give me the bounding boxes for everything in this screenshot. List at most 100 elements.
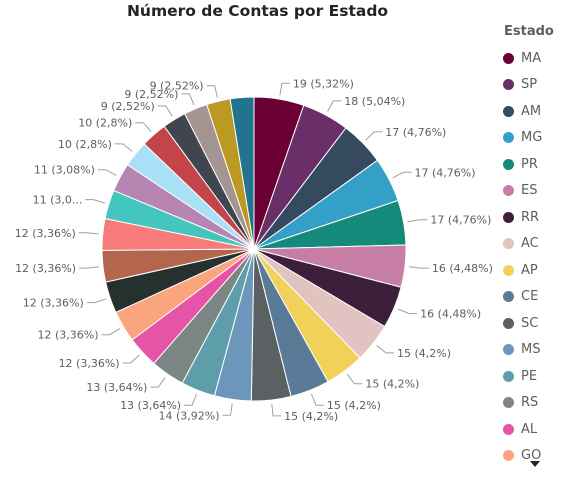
- leader-line: [408, 266, 429, 269]
- data-label: 17 (4,76%): [430, 214, 491, 227]
- leader-line: [86, 298, 107, 304]
- legend-marker: [503, 211, 514, 223]
- data-label: 16 (4,48%): [420, 308, 481, 321]
- leader-line: [157, 105, 173, 117]
- legend-item-am[interactable]: AM: [503, 98, 569, 125]
- leader-line: [279, 82, 290, 96]
- data-label: 12 (3,36%): [15, 227, 76, 240]
- legend-item-sp[interactable]: SP: [503, 72, 569, 99]
- data-label: 9 (2,52%): [150, 80, 204, 93]
- legend-items: MA SP AM MG PR ES RR AC AP CE SC MS PE RS AL GO: [503, 45, 569, 469]
- data-label: 17 (4,76%): [415, 166, 476, 179]
- leader-line: [184, 393, 197, 406]
- legend-label: CE: [521, 289, 539, 305]
- data-label: 13 (3,64%): [120, 399, 181, 412]
- legend-marker: [503, 105, 514, 117]
- data-label: 15 (4,2%): [327, 399, 381, 412]
- data-label: 9 (2,52%): [101, 100, 155, 113]
- leader-line: [114, 143, 133, 152]
- data-label: 10 (2,8%): [58, 138, 112, 151]
- data-label: 12 (3,36%): [59, 357, 120, 370]
- pie-slice-26[interactable]: [229, 96, 255, 250]
- legend-label: AP: [521, 262, 538, 278]
- leader-line: [311, 393, 324, 406]
- leader-line: [327, 100, 342, 112]
- legend-item-al[interactable]: AL: [503, 416, 569, 443]
- data-label: 15 (4,2%): [365, 378, 419, 391]
- data-label: 12 (3,36%): [37, 329, 98, 342]
- leader-line: [78, 232, 99, 235]
- legend-label: SP: [521, 77, 538, 93]
- legend-marker: [503, 344, 514, 356]
- legend-scroll-down-icon[interactable]: [530, 461, 540, 467]
- leader-line: [222, 403, 233, 416]
- legend-item-ap[interactable]: AP: [503, 257, 569, 284]
- legend-marker: [503, 132, 514, 144]
- data-label: 16 (4,48%): [432, 262, 493, 275]
- leader-line: [271, 403, 282, 417]
- leader-line: [101, 328, 121, 336]
- legend-marker: [503, 158, 514, 170]
- legend-label: SC: [521, 315, 539, 331]
- legend-item-ms[interactable]: MS: [503, 337, 569, 364]
- legend-item-pr[interactable]: PR: [503, 151, 569, 178]
- legend-item-mg[interactable]: MG: [503, 125, 569, 152]
- leader-line: [392, 171, 412, 179]
- data-label: 18 (5,04%): [344, 95, 405, 108]
- data-label: 12 (3,36%): [23, 297, 84, 310]
- legend-label: MA: [521, 50, 542, 66]
- legend-label: AM: [521, 103, 542, 119]
- legend-marker: [503, 238, 514, 250]
- legend-item-rs[interactable]: RS: [503, 390, 569, 417]
- legend: Estado MA SP AM MG PR ES RR AC AP CE SC MS PE RS AL GO: [503, 24, 569, 469]
- data-label: 13 (3,64%): [86, 381, 147, 394]
- legend-item-ac[interactable]: AC: [503, 231, 569, 258]
- legend-item-rr[interactable]: RR: [503, 204, 569, 231]
- leader-line: [135, 122, 152, 133]
- legend-label: MG: [521, 130, 543, 146]
- legend-label: GO: [521, 448, 542, 464]
- leader-line: [97, 169, 117, 176]
- data-label: 10 (2,8%): [78, 117, 132, 130]
- legend-label: AL: [521, 421, 538, 437]
- leader-line: [346, 373, 363, 385]
- legend-marker: [503, 264, 514, 276]
- legend-item-es[interactable]: ES: [503, 178, 569, 205]
- chart-title: Número de Contas por Estado: [126, 2, 389, 20]
- legend-marker: [503, 370, 514, 382]
- leader-line: [407, 219, 428, 223]
- legend-item-ce[interactable]: CE: [503, 284, 569, 311]
- legend-label: PR: [521, 156, 538, 172]
- legend-marker: [503, 79, 514, 91]
- legend-item-go[interactable]: GO: [503, 443, 569, 470]
- legend-item-pe[interactable]: PE: [503, 363, 569, 390]
- data-label: 11 (3,08%): [34, 164, 95, 177]
- data-label: 19 (5,32%): [293, 77, 354, 90]
- legend-label: RR: [521, 209, 540, 225]
- data-label: 15 (4,2%): [284, 410, 338, 423]
- legend-label: AC: [521, 236, 539, 252]
- data-label: 15 (4,2%): [397, 347, 451, 360]
- data-label: 14 (3,92%): [158, 409, 219, 422]
- pie-chart: 19 (5,32%) 18 (5,04%) 17 (4,76%) 17 (4,76%)…: [15, 77, 493, 423]
- data-label: 17 (4,76%): [385, 126, 446, 139]
- legend-marker: [503, 52, 514, 64]
- leader-line: [181, 93, 195, 106]
- legend-marker: [503, 423, 514, 435]
- legend-label: MS: [521, 342, 541, 358]
- data-label: 12 (3,36%): [15, 262, 76, 275]
- leader-line: [397, 308, 418, 315]
- leader-line: [79, 266, 100, 269]
- legend-marker: [503, 291, 514, 303]
- legend-marker: [503, 317, 514, 329]
- legend-marker: [503, 397, 514, 409]
- legend-title: Estado: [504, 24, 554, 39]
- legend-item-ma[interactable]: MA: [503, 45, 569, 72]
- legend-item-sc[interactable]: SC: [503, 310, 569, 337]
- leader-line: [150, 377, 166, 388]
- data-label: 9 (2,52%): [124, 88, 178, 101]
- legend-label: ES: [521, 183, 538, 199]
- legend-label: PE: [521, 368, 538, 384]
- data-label: 11 (3,0...: [33, 194, 83, 207]
- leader-line: [122, 354, 140, 364]
